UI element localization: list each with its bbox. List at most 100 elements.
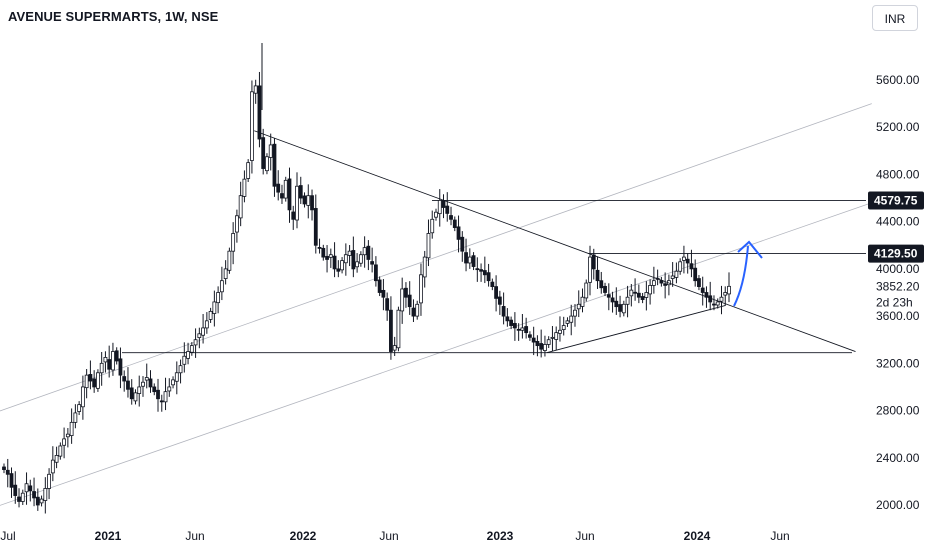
candle-body bbox=[39, 498, 44, 504]
candle bbox=[144, 363, 149, 389]
candle-body bbox=[47, 473, 51, 489]
candle bbox=[670, 262, 675, 287]
candle bbox=[580, 288, 585, 313]
candle-body bbox=[670, 275, 675, 279]
candle bbox=[419, 263, 423, 316]
candle bbox=[471, 252, 476, 271]
candle-body bbox=[636, 292, 641, 298]
candle bbox=[242, 170, 247, 203]
candle-body bbox=[415, 303, 420, 317]
candle bbox=[276, 170, 281, 201]
candle bbox=[321, 244, 326, 261]
candle bbox=[88, 360, 93, 390]
candle-body bbox=[159, 400, 164, 403]
currency-selector[interactable]: INR bbox=[872, 5, 918, 31]
candle bbox=[392, 336, 397, 357]
candle-body bbox=[697, 278, 701, 287]
candle bbox=[640, 292, 645, 304]
price-tag-bg bbox=[868, 244, 924, 263]
candle bbox=[246, 159, 251, 182]
candle-body bbox=[603, 285, 607, 293]
candle-body bbox=[212, 301, 217, 314]
candle bbox=[340, 257, 344, 274]
candle-body bbox=[685, 258, 690, 264]
candle bbox=[65, 428, 70, 448]
candle bbox=[648, 279, 653, 305]
price-tag-bg bbox=[868, 191, 924, 210]
candle-body bbox=[512, 323, 517, 329]
candle-body bbox=[588, 256, 592, 283]
candle-body bbox=[449, 215, 453, 220]
candle-body bbox=[9, 473, 14, 488]
candle bbox=[381, 279, 386, 311]
candle-body bbox=[362, 247, 367, 256]
candle bbox=[204, 312, 209, 334]
candle bbox=[558, 316, 562, 342]
candle bbox=[174, 361, 179, 395]
candle-body bbox=[261, 137, 266, 169]
candle bbox=[73, 404, 78, 429]
candle bbox=[13, 471, 18, 504]
candle-body bbox=[358, 254, 363, 264]
candle-body bbox=[426, 233, 431, 259]
candle-body bbox=[99, 362, 104, 374]
candle bbox=[606, 283, 611, 311]
candle bbox=[291, 205, 296, 230]
candle-body bbox=[201, 327, 205, 336]
candle-body bbox=[182, 355, 187, 365]
candle-body bbox=[167, 386, 172, 392]
candle-body bbox=[633, 291, 637, 294]
x-tick-label: Jun bbox=[185, 529, 204, 543]
candle bbox=[186, 342, 190, 365]
candle-body bbox=[54, 455, 59, 463]
candle-body bbox=[351, 250, 356, 270]
candle bbox=[9, 467, 14, 498]
candle bbox=[685, 253, 690, 274]
candle bbox=[700, 276, 705, 306]
candle-body bbox=[43, 488, 48, 501]
candle-body bbox=[317, 247, 322, 249]
candle-body bbox=[377, 279, 382, 293]
candle bbox=[69, 408, 74, 444]
candle-body bbox=[17, 496, 21, 502]
candle bbox=[99, 352, 104, 386]
candle-body bbox=[118, 358, 123, 376]
candle bbox=[636, 284, 641, 304]
candle bbox=[141, 376, 145, 397]
candle bbox=[666, 274, 671, 296]
candle bbox=[475, 257, 480, 282]
candle-body bbox=[253, 85, 258, 94]
candle-body bbox=[715, 301, 720, 306]
candle-body bbox=[340, 260, 344, 271]
candle bbox=[58, 442, 63, 460]
candles bbox=[2, 43, 731, 514]
price-tag: 4579.75 bbox=[868, 191, 924, 210]
candle bbox=[689, 249, 694, 278]
candle-body bbox=[452, 219, 457, 228]
candle bbox=[539, 329, 544, 358]
candle bbox=[426, 219, 431, 267]
candle-body bbox=[693, 267, 698, 282]
candle-body bbox=[171, 379, 175, 386]
candle bbox=[257, 71, 262, 148]
candle bbox=[5, 458, 10, 488]
candle-body bbox=[494, 286, 498, 299]
candle-body bbox=[35, 496, 40, 506]
candle-body bbox=[727, 285, 731, 295]
candle-body bbox=[280, 193, 284, 199]
candle bbox=[283, 176, 288, 202]
candle bbox=[261, 128, 266, 175]
candle bbox=[310, 189, 314, 221]
candle-body bbox=[682, 256, 686, 261]
candle-body bbox=[24, 483, 29, 493]
candle-body bbox=[148, 378, 153, 388]
candle-body bbox=[174, 372, 179, 382]
candle-body bbox=[434, 211, 438, 218]
candle bbox=[148, 370, 153, 393]
candle-body bbox=[242, 178, 247, 197]
candle-body bbox=[411, 307, 416, 317]
candle bbox=[107, 345, 112, 378]
candle bbox=[313, 194, 318, 254]
time-axis: Jul 2021 Jun 2022 Jun 2023 Jun 2024 Jun bbox=[0, 529, 789, 543]
